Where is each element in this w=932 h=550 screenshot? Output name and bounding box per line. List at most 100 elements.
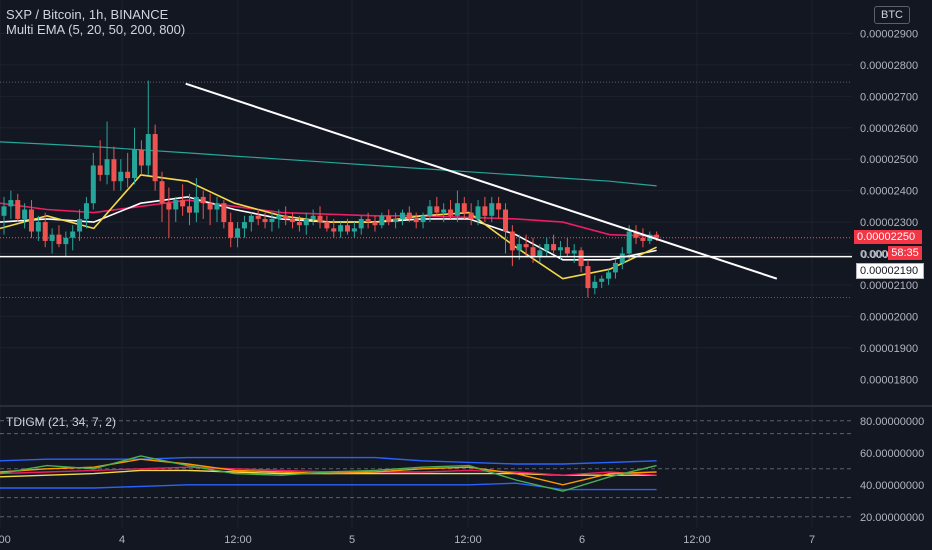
candle-body[interactable] [544,244,550,251]
candle-body[interactable] [221,203,227,223]
candle-body[interactable] [640,237,646,241]
candle-body[interactable] [77,218,83,232]
candle-body[interactable] [393,218,399,223]
candle-body[interactable] [35,222,41,232]
candle-body[interactable] [345,225,350,232]
candle-body[interactable] [63,237,69,245]
candle-body[interactable] [283,215,289,219]
candle-body[interactable] [399,212,405,219]
candle-body[interactable] [324,222,330,229]
candle-body[interactable] [70,231,76,238]
tdigm-indicator-label[interactable]: TDIGM (21, 34, 7, 2) [6,415,117,429]
candle-body[interactable] [461,203,467,213]
candle-body[interactable] [557,247,563,251]
candle-body[interactable] [303,218,309,226]
candle-body[interactable] [262,218,268,223]
candle-body[interactable] [138,149,144,166]
candle-body[interactable] [530,247,536,257]
candle-body[interactable] [228,222,234,238]
candle-body[interactable] [90,165,96,204]
candle-body[interactable] [454,203,460,216]
candle-body[interactable] [22,209,28,219]
candle-body[interactable] [180,200,186,207]
candle-body[interactable] [214,203,220,210]
candle-body[interactable] [585,266,591,289]
candle-body[interactable] [406,212,412,219]
currency-button[interactable]: BTC [874,6,910,24]
time-axis[interactable]: 2:00 4 12:00 5 12:00 6 12:00 7 [0,534,815,546]
candle-body[interactable] [482,206,488,216]
candle-body[interactable] [317,215,323,223]
candle-body[interactable] [654,234,660,238]
candle-body[interactable] [413,218,419,223]
candle-body[interactable] [606,272,612,279]
candlesticks[interactable] [1,80,660,298]
candle-body[interactable] [351,228,357,232]
candle-body[interactable] [434,206,440,213]
candle-body[interactable] [207,203,213,210]
candle-body[interactable] [331,228,337,232]
candle-body[interactable] [235,228,241,238]
candle-body[interactable] [111,159,117,182]
symbol-title[interactable]: SXP / Bitcoin, 1h, BINANCE [6,7,169,22]
candle-body[interactable] [152,134,158,182]
trendline[interactable] [185,82,778,280]
candle-body[interactable] [599,278,605,282]
candle-body[interactable] [379,215,385,226]
candle-body[interactable] [619,253,625,263]
candle-body[interactable] [132,149,138,179]
candle-body[interactable] [193,196,199,213]
candle-body[interactable] [15,200,21,219]
candle-body[interactable] [420,215,426,223]
candle-body[interactable] [97,165,103,175]
candle-body[interactable] [255,215,261,219]
ema-indicator-label[interactable]: Multi EMA (5, 20, 50, 200, 800) [6,22,186,37]
candle-body[interactable] [633,231,639,238]
candle-body[interactable] [551,244,557,251]
candle-body[interactable] [173,200,179,210]
candle-body[interactable] [290,218,296,223]
candle-body[interactable] [386,215,392,223]
candle-body[interactable] [503,209,509,232]
candle-body[interactable] [49,234,55,241]
candle-body[interactable] [365,218,371,223]
trendline-layer[interactable] [0,82,852,280]
candle-body[interactable] [441,209,447,213]
candle-body[interactable] [200,196,206,204]
candle-body[interactable] [241,222,247,229]
candle-body[interactable] [28,209,34,232]
candle-body[interactable] [578,250,584,267]
candle-body[interactable] [166,203,172,210]
candle-body[interactable] [523,244,529,248]
candle-body[interactable] [310,215,316,219]
candle-body[interactable] [612,262,618,273]
candle-body[interactable] [475,206,481,219]
candle-body[interactable] [537,250,543,257]
candle-body[interactable] [296,222,302,226]
candle-body[interactable] [125,171,131,179]
candle-body[interactable] [159,181,165,204]
candle-body[interactable] [358,218,364,229]
candle-body[interactable] [8,200,14,207]
candle-body[interactable] [489,203,495,216]
candle-body[interactable] [83,203,89,219]
candle-body[interactable] [496,203,502,210]
candle-body[interactable] [56,234,62,245]
candle-body[interactable] [516,244,522,251]
candle-body[interactable] [626,231,632,254]
candle-body[interactable] [427,206,433,216]
candle-body[interactable] [592,281,598,289]
candle-body[interactable] [104,159,110,175]
candle-body[interactable] [42,222,48,241]
candle-body[interactable] [145,134,151,166]
candle-body[interactable] [338,225,344,232]
candle-body[interactable] [118,171,124,182]
candle-body[interactable] [248,215,254,223]
candle-body[interactable] [372,222,378,226]
candle-body[interactable] [448,209,454,216]
candle-body[interactable] [186,206,192,213]
candle-body[interactable] [571,250,577,254]
candle-body[interactable] [509,231,515,251]
candle-body[interactable] [468,212,474,219]
candle-body[interactable] [276,215,282,219]
